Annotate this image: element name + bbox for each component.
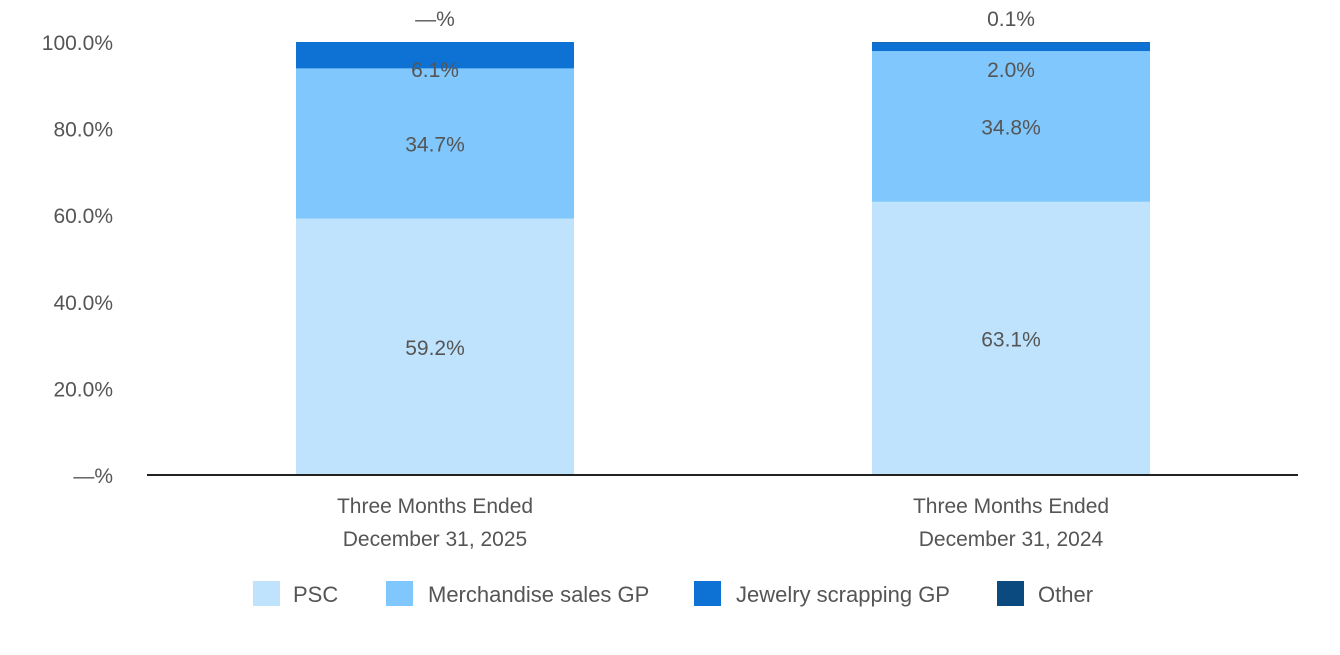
data-label: —%: [415, 8, 455, 31]
y-tick-label: 100.0%: [42, 32, 113, 55]
x-category-label: December 31, 2024: [919, 528, 1104, 551]
x-category-label: December 31, 2025: [343, 528, 527, 551]
legend-swatch: [253, 581, 280, 606]
data-label: 63.1%: [981, 328, 1041, 351]
legend-swatch: [997, 581, 1024, 606]
y-tick-label: 40.0%: [53, 292, 113, 315]
data-label: 34.8%: [981, 116, 1041, 139]
legend-label: Merchandise sales GP: [428, 582, 649, 607]
data-label: 2.0%: [987, 59, 1035, 82]
bar-segment-jewelry-scrapping-gp: [872, 42, 1150, 51]
legend-label: Other: [1038, 582, 1093, 607]
legend-label: PSC: [293, 582, 338, 607]
data-label: 34.7%: [405, 134, 465, 157]
x-category-label: Three Months Ended: [337, 495, 533, 518]
y-tick-label: 80.0%: [53, 119, 113, 142]
data-label: 0.1%: [987, 8, 1035, 31]
y-tick-label: —%: [73, 465, 113, 488]
y-axis-tick-labels: —% 20.0% 40.0% 60.0% 80.0% 100.0%: [42, 32, 113, 488]
bar-segments: [296, 42, 1150, 475]
data-label: 6.1%: [411, 59, 459, 82]
y-tick-label: 60.0%: [53, 205, 113, 228]
x-category-label: Three Months Ended: [913, 495, 1109, 518]
legend-swatch: [386, 581, 413, 606]
legend-swatch: [694, 581, 721, 606]
legend: PSC Merchandise sales GP Jewelry scrapping…: [253, 581, 1093, 607]
legend-label: Jewelry scrapping GP: [736, 582, 950, 607]
x-axis-category-labels: Three Months Ended December 31, 2025 Three…: [337, 495, 1109, 551]
data-label: 59.2%: [405, 337, 465, 360]
y-tick-label: 20.0%: [53, 378, 113, 401]
